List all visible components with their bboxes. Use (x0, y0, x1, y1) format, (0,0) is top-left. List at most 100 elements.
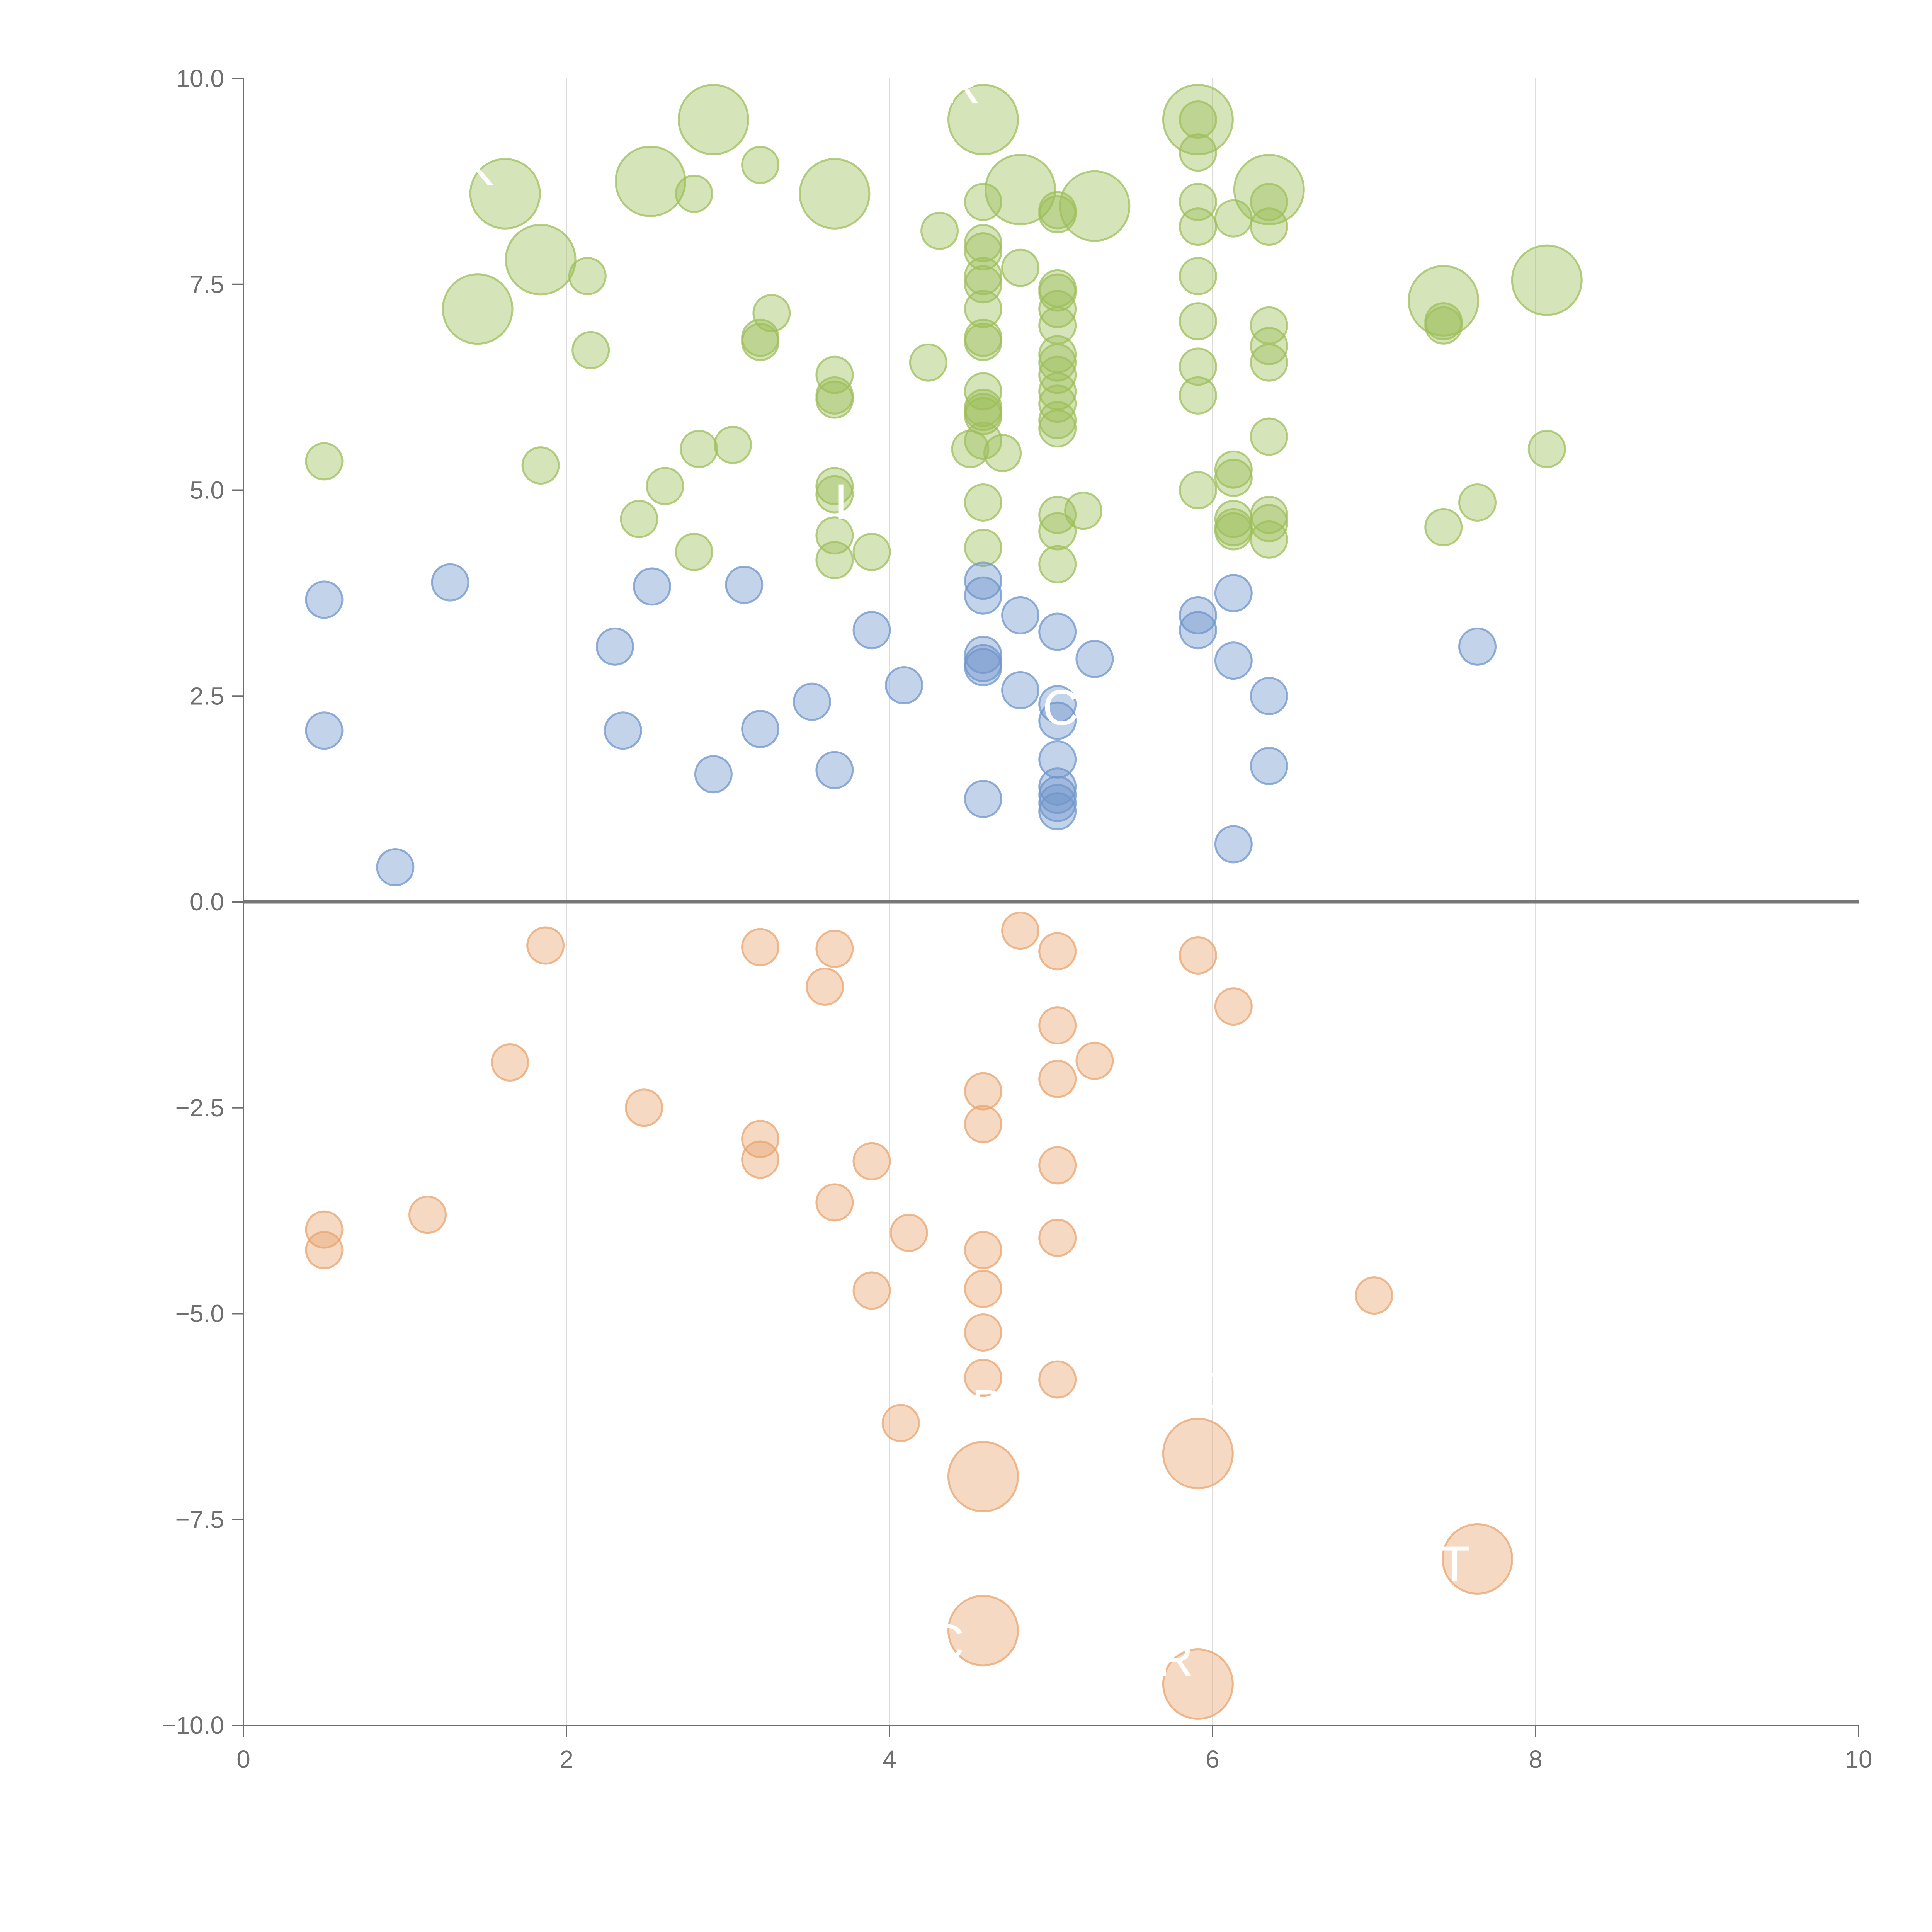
point-green (1059, 170, 1131, 242)
point-blue (1038, 784, 1077, 822)
point-green (1038, 512, 1077, 551)
data-points (305, 84, 1583, 1720)
point-green (985, 154, 1056, 226)
point-orange (1442, 1523, 1514, 1595)
point-blue (964, 561, 1002, 600)
point-blue (1250, 677, 1288, 715)
point-blue (964, 780, 1002, 818)
point-green (620, 500, 658, 538)
point-blue (852, 611, 891, 650)
point-blue (1250, 747, 1288, 785)
point-blue (595, 627, 634, 666)
point-green (1038, 401, 1077, 439)
point-blue (964, 576, 1002, 615)
x-tick-label: 0 (236, 1745, 250, 1773)
point-green (1179, 347, 1217, 386)
point-green (469, 158, 541, 230)
series-green (305, 84, 1583, 583)
point-green (1214, 459, 1253, 497)
point-orange (1162, 1418, 1234, 1490)
annotation-label: I (834, 473, 848, 530)
annotation-label: G (1193, 1363, 1232, 1419)
point-orange (526, 926, 565, 965)
point-orange (305, 1231, 344, 1269)
point-green (947, 84, 1019, 156)
annotation-label: O (415, 515, 454, 571)
point-orange (1214, 987, 1253, 1026)
point-green (1250, 417, 1288, 456)
point-orange (625, 1088, 663, 1127)
point-blue (815, 751, 854, 789)
point-green (1162, 84, 1234, 156)
point-green (815, 467, 854, 505)
point-orange (806, 967, 844, 1006)
point-blue (1214, 825, 1253, 864)
point-orange (852, 1271, 891, 1310)
point-green (677, 84, 749, 156)
point-green (521, 446, 560, 485)
point-blue (964, 648, 1002, 687)
point-blue (1038, 776, 1077, 814)
point-orange (889, 1214, 928, 1252)
point-green (1214, 450, 1253, 489)
point-green (752, 294, 791, 332)
point-green (741, 323, 780, 361)
x-tick-label: 2 (560, 1745, 573, 1773)
x-tick-label: 4 (883, 1745, 896, 1773)
point-green (568, 257, 607, 295)
point-green (815, 541, 854, 580)
point-green (1038, 273, 1077, 312)
point-green (1038, 545, 1077, 583)
point-orange (1075, 1041, 1114, 1080)
point-blue (1179, 596, 1217, 634)
x-tick-label: 6 (1206, 1745, 1219, 1773)
point-orange (964, 1313, 1002, 1352)
point-green (1179, 471, 1217, 509)
point-orange (947, 1595, 1019, 1667)
point-green (1458, 483, 1497, 522)
point-orange (964, 1231, 1002, 1269)
point-orange (1038, 1146, 1077, 1185)
y-tick-label: −5.0 (175, 1300, 224, 1328)
annotation-label: T (1439, 1536, 1470, 1592)
point-green (1179, 376, 1217, 415)
point-blue (1038, 792, 1077, 831)
point-orange (1162, 1648, 1234, 1720)
point-green (646, 467, 684, 505)
point-green (675, 174, 713, 213)
point-blue (376, 848, 415, 886)
point-green (815, 475, 854, 514)
point-blue (305, 711, 344, 750)
point-blue (1214, 574, 1253, 612)
point-orange (1038, 1006, 1077, 1045)
point-blue (1075, 639, 1114, 678)
point-orange (964, 1105, 1002, 1143)
point-blue (1214, 641, 1253, 680)
point-green (1038, 343, 1077, 382)
annotation-label: C (928, 1614, 964, 1670)
point-blue (1038, 612, 1077, 651)
point-green (1214, 199, 1253, 238)
point-blue (1038, 685, 1077, 724)
point-green (1179, 302, 1217, 341)
point-orange (1179, 936, 1217, 975)
point-green (1511, 244, 1583, 316)
point-green (1179, 257, 1217, 295)
point-green (1424, 306, 1463, 345)
point-green (1527, 430, 1566, 468)
annotation-label: R (1157, 1630, 1194, 1687)
point-orange (881, 1404, 920, 1442)
point-blue (741, 709, 780, 748)
y-tick-label: 5.0 (190, 476, 224, 504)
point-green (614, 145, 686, 217)
point-green (964, 257, 1002, 295)
point-orange (408, 1196, 447, 1234)
point-orange (741, 928, 780, 966)
point-blue (633, 567, 672, 606)
point-orange (947, 1440, 1019, 1512)
point-green (1038, 355, 1077, 394)
point-orange (815, 929, 854, 968)
annotation-label: C (1043, 679, 1079, 736)
series-orange (305, 912, 1514, 1720)
